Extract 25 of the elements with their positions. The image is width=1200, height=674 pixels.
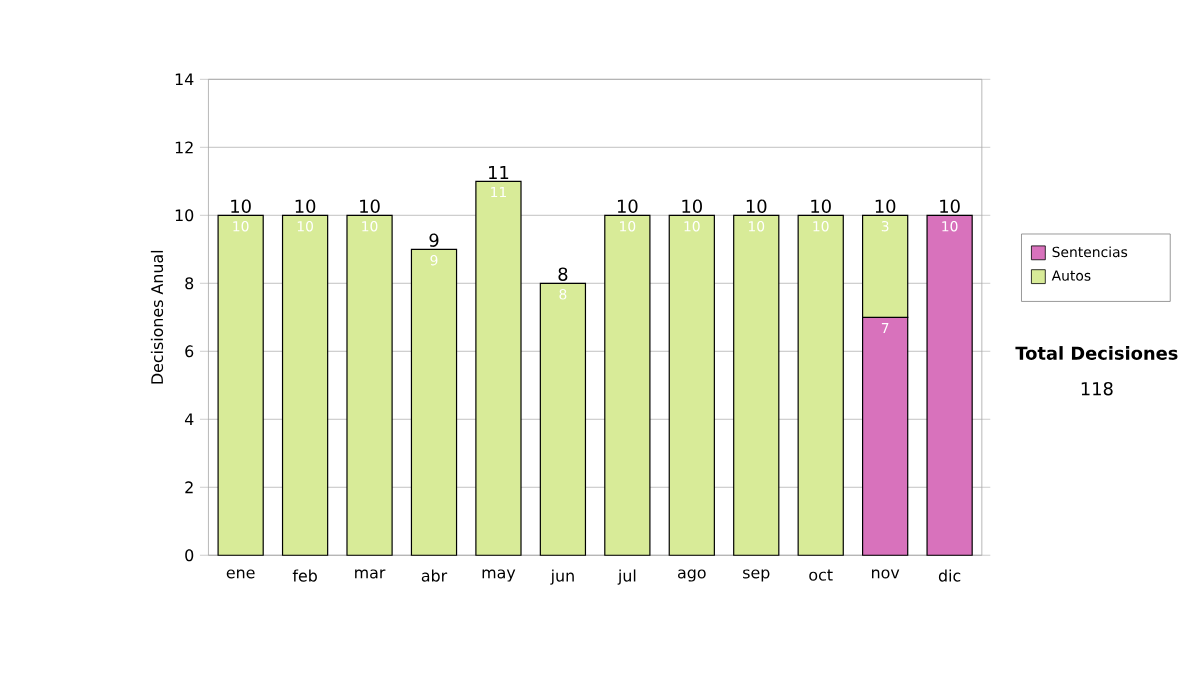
bar — [475, 180, 522, 556]
bar — [797, 214, 844, 556]
total-label: 10 — [940, 199, 960, 213]
total-label: 10 — [617, 199, 638, 213]
bar — [733, 214, 780, 556]
bar — [410, 248, 458, 556]
bar — [668, 214, 715, 556]
total-label: 11 — [489, 165, 509, 179]
bar — [604, 214, 651, 556]
total-label: 10 — [811, 199, 831, 213]
total-label: 10 — [231, 199, 251, 213]
text: 118 — [1081, 381, 1113, 396]
total-label: 10 — [875, 199, 896, 213]
total-label: 9 — [429, 233, 439, 247]
bar — [346, 214, 393, 556]
bar — [217, 214, 264, 556]
total-label: 10 — [360, 199, 380, 213]
text: Total Decisiones — [1015, 345, 1178, 360]
bar — [539, 282, 587, 556]
total-label: 10 — [682, 199, 702, 213]
bar — [281, 214, 329, 556]
total-label: 10 — [746, 199, 767, 213]
total-label: 8 — [558, 267, 568, 281]
total-label: 10 — [295, 199, 316, 213]
bar — [926, 214, 973, 556]
